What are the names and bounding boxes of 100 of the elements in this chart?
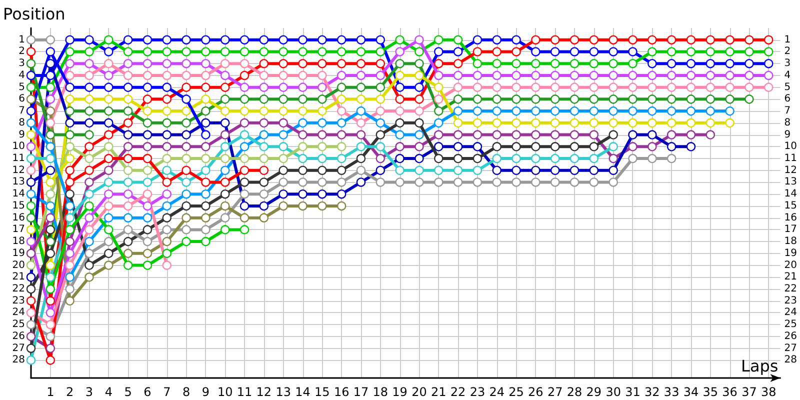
point <box>182 236 191 246</box>
point <box>356 82 366 92</box>
point <box>162 248 172 258</box>
x-tick-label: 30 <box>606 385 621 399</box>
point <box>434 142 444 152</box>
point <box>666 142 676 152</box>
y-tick-label: 24 <box>12 307 25 318</box>
point <box>65 166 74 175</box>
point <box>182 154 191 164</box>
point <box>666 35 676 44</box>
point <box>182 190 191 199</box>
point <box>46 296 56 306</box>
y-tick-label: 8 <box>18 117 25 128</box>
point <box>65 272 74 282</box>
y2-tick-label: 25 <box>784 319 798 330</box>
x-tick-label: 1 <box>46 385 54 399</box>
point <box>453 70 463 80</box>
point <box>201 201 210 211</box>
point <box>240 225 250 234</box>
point <box>414 142 424 152</box>
point <box>492 70 502 80</box>
point <box>356 47 366 56</box>
point <box>472 130 482 140</box>
point <box>278 178 288 187</box>
point <box>104 94 114 104</box>
point <box>376 94 386 104</box>
point <box>648 142 657 152</box>
point <box>512 154 521 164</box>
point <box>298 201 308 211</box>
point <box>278 190 288 199</box>
point <box>472 142 482 152</box>
point <box>744 47 754 56</box>
point <box>414 58 424 68</box>
x-tick-label: 3 <box>85 385 94 399</box>
point <box>84 58 94 68</box>
point <box>550 130 560 140</box>
point <box>142 47 152 56</box>
point <box>492 178 502 187</box>
point <box>104 236 114 246</box>
point <box>376 82 386 92</box>
point <box>220 154 230 164</box>
point <box>46 248 56 258</box>
point <box>492 94 502 104</box>
point <box>220 106 230 116</box>
x-tick-label: 24 <box>489 385 505 399</box>
point <box>142 94 152 104</box>
point <box>220 142 230 152</box>
point <box>46 58 56 68</box>
y2-tick-label: 17 <box>784 224 798 236</box>
point <box>123 225 133 234</box>
y2-tick-label: 14 <box>784 188 798 200</box>
y2-tick-label: 5 <box>784 82 791 93</box>
point <box>589 106 599 116</box>
point <box>46 236 56 246</box>
point <box>84 166 94 175</box>
point <box>201 118 210 128</box>
point <box>512 58 521 68</box>
point <box>259 142 269 152</box>
point <box>182 225 191 234</box>
point <box>356 178 366 187</box>
point <box>356 166 366 175</box>
point <box>162 190 172 199</box>
point <box>589 166 599 175</box>
point <box>240 178 250 187</box>
point <box>648 94 657 104</box>
point <box>318 94 327 104</box>
point <box>201 213 210 222</box>
point <box>65 58 74 68</box>
point <box>123 47 133 56</box>
point <box>608 118 618 128</box>
point <box>472 35 482 44</box>
point <box>550 178 560 187</box>
point <box>26 296 36 306</box>
point <box>628 118 638 128</box>
point <box>104 106 114 116</box>
point <box>84 272 94 282</box>
y-tick-label: 16 <box>12 212 25 224</box>
point <box>278 70 288 80</box>
point <box>472 70 482 80</box>
y2-tick-label: 12 <box>784 164 798 176</box>
point <box>259 178 269 187</box>
point <box>201 58 210 68</box>
point <box>434 130 444 140</box>
point <box>220 118 230 128</box>
point <box>84 94 94 104</box>
point <box>395 154 404 164</box>
point <box>356 94 366 104</box>
point <box>395 142 404 152</box>
point <box>142 225 152 234</box>
point <box>589 94 599 104</box>
y-tick-label: 3 <box>18 58 25 70</box>
point <box>570 47 580 56</box>
point <box>550 118 560 128</box>
point <box>278 47 288 56</box>
point <box>512 166 521 175</box>
point <box>46 118 56 128</box>
point <box>608 178 618 187</box>
point <box>26 130 36 140</box>
point <box>336 118 346 128</box>
x-tick-label: 32 <box>644 385 660 399</box>
